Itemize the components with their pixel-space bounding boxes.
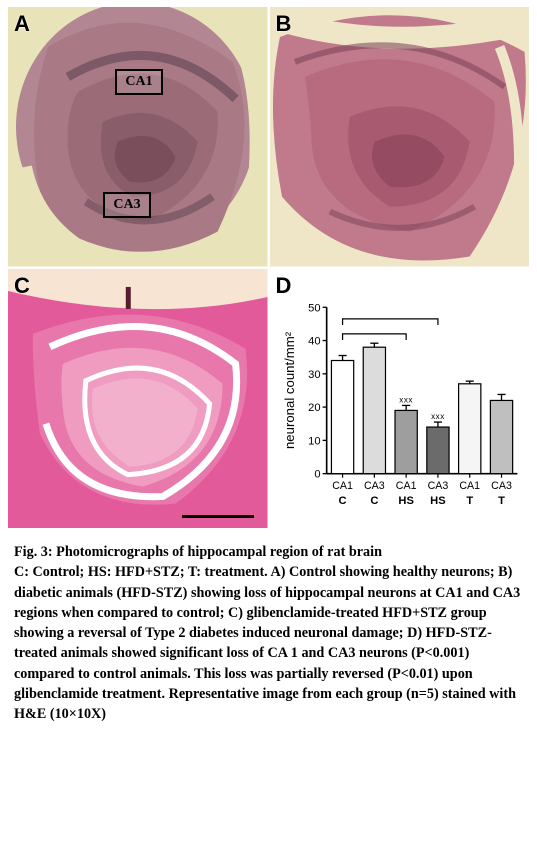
- svg-text:HS: HS: [430, 495, 446, 507]
- svg-text:neuronal count/mm²: neuronal count/mm²: [282, 331, 297, 449]
- region-ca1-text: CA1: [125, 74, 152, 90]
- svg-text:T: T: [498, 495, 505, 507]
- svg-text:CA1: CA1: [459, 479, 480, 491]
- svg-text:C: C: [338, 495, 346, 507]
- micrograph-c: [8, 269, 268, 529]
- panel-b: B: [270, 7, 530, 267]
- caption-title: Fig. 3: Photomicrographs of hippocampal …: [14, 542, 523, 562]
- svg-text:CA3: CA3: [364, 479, 385, 491]
- svg-text:CA1: CA1: [332, 479, 353, 491]
- panel-c: C: [8, 269, 268, 529]
- figure-caption: Fig. 3: Photomicrographs of hippocampal …: [0, 532, 537, 733]
- panel-d: D 0 10 20 30 40 50 neuronal count/mm² CA1 C CA3 Cx…: [270, 269, 530, 529]
- svg-text:CA1: CA1: [395, 479, 416, 491]
- svg-text:50: 50: [308, 302, 320, 314]
- svg-text:xxx: xxx: [431, 412, 445, 421]
- svg-text:40: 40: [308, 335, 320, 347]
- caption-body: C: Control; HS: HFD+STZ; T: treatment. A…: [14, 564, 520, 722]
- region-box-ca3: CA3: [103, 192, 151, 218]
- svg-text:10: 10: [308, 435, 320, 447]
- svg-text:T: T: [466, 495, 473, 507]
- svg-text:30: 30: [308, 368, 320, 380]
- region-ca3-text: CA3: [113, 197, 140, 213]
- bar-chart: 0 10 20 30 40 50 neuronal count/mm² CA1 C CA3 Cxxx…: [280, 299, 524, 523]
- panel-a: A CA1 CA3: [8, 7, 268, 267]
- panel-grid: A CA1 CA3: [0, 0, 537, 532]
- svg-text:20: 20: [308, 402, 320, 414]
- svg-text:CA3: CA3: [491, 479, 512, 491]
- micrograph-a: [8, 7, 268, 267]
- scale-bar: [182, 515, 254, 518]
- svg-text:HS: HS: [398, 495, 414, 507]
- svg-text:xxx: xxx: [399, 395, 413, 404]
- svg-text:C: C: [370, 495, 378, 507]
- panel-c-label: C: [14, 273, 30, 299]
- svg-text:CA3: CA3: [427, 479, 448, 491]
- svg-text:0: 0: [314, 468, 320, 480]
- panel-d-label: D: [276, 273, 292, 299]
- figure-container: A CA1 CA3: [0, 0, 537, 733]
- region-box-ca1: CA1: [115, 69, 163, 95]
- panel-b-label: B: [276, 11, 292, 37]
- micrograph-b: [270, 7, 530, 267]
- panel-a-label: A: [14, 11, 30, 37]
